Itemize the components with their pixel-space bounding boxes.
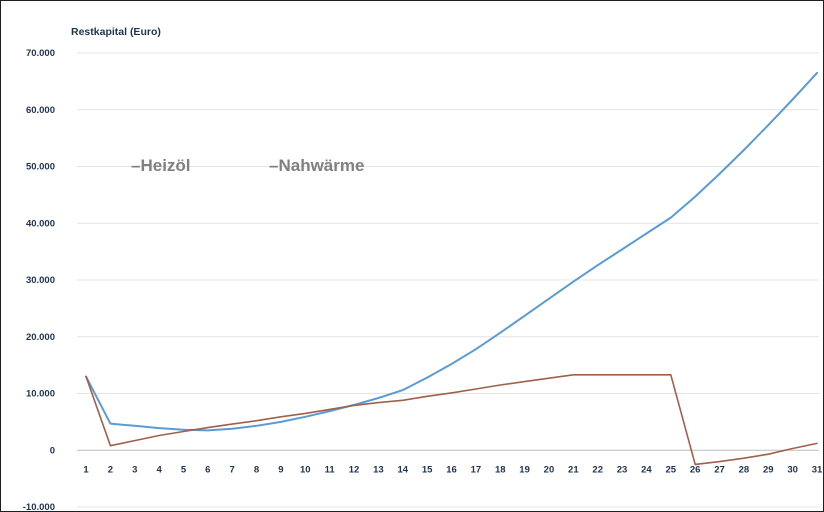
y-tick-label: 50.000 (26, 162, 55, 173)
x-tick-label: 21 (568, 464, 579, 475)
x-tick-label: 19 (519, 464, 530, 475)
series-line-nahwaerme (85, 373, 818, 466)
y-tick-label: 20.000 (26, 332, 55, 343)
y-tick-label: 70.000 (26, 48, 55, 59)
legend: –Heizöl –Nahwärme (131, 156, 364, 175)
x-tick-label: 7 (230, 464, 235, 475)
y-tick-label: 0 (50, 445, 55, 456)
x-tick-label: 23 (617, 464, 628, 475)
x-tick-labels: 1 2 3 4 5 6 7 8 9 10 11 12 13 14 15 16 17 18 19 20 21 22 23 24 2… (83, 464, 823, 475)
legend-entry-nahwaerme: –Nahwärme (269, 156, 364, 175)
x-tick-label: 12 (349, 464, 360, 475)
x-tick-label: 26 (690, 464, 701, 475)
legend-label-nahwaerme: Nahwärme (278, 156, 364, 175)
x-tick-label: 25 (666, 464, 677, 475)
x-tick-label: 10 (300, 464, 311, 475)
x-tick-label: 8 (254, 464, 259, 475)
x-tick-label: 22 (592, 464, 603, 475)
x-tick-label: 28 (739, 464, 750, 475)
x-tick-label: 11 (325, 464, 336, 475)
x-tick-label: 2 (108, 464, 113, 475)
x-tick-label: 27 (714, 464, 725, 475)
gridlines (77, 52, 819, 508)
x-tick-label: 6 (205, 464, 210, 475)
x-tick-label: 3 (132, 464, 137, 475)
x-tick-label: 14 (397, 464, 408, 475)
x-tick-label: 5 (181, 464, 187, 475)
x-tick-label: 1 (83, 464, 89, 475)
y-tick-label: -10.000 (23, 502, 55, 511)
series-line-heizoel (85, 71, 818, 432)
y-tick-labels: -10.000 0 10.000 20.000 30.000 40.000 50.000 60… (23, 48, 55, 511)
x-tick-label: 4 (156, 464, 162, 475)
series-lines (85, 71, 818, 466)
x-tick-label: 9 (278, 464, 283, 475)
y-tick-label: 30.000 (26, 275, 55, 286)
y-tick-label: 40.000 (26, 218, 55, 229)
legend-entry-heizoel: –Heizöl (131, 156, 191, 175)
y-tick-label: 10.000 (26, 389, 55, 400)
legend-label-heizoel: Heizöl (140, 156, 190, 175)
x-tick-label: 24 (641, 464, 652, 475)
x-tick-label: 31 (812, 464, 823, 475)
x-tick-label: 15 (422, 464, 433, 475)
y-tick-label: 60.000 (26, 105, 55, 116)
x-tick-label: 18 (495, 464, 506, 475)
x-tick-label: 16 (446, 464, 457, 475)
x-tick-label: 20 (544, 464, 555, 475)
x-tick-label: 17 (471, 464, 482, 475)
x-tick-label: 29 (763, 464, 774, 475)
y-axis-label: Restkapital (Euro) (71, 26, 161, 38)
x-tick-label: 30 (787, 464, 798, 475)
x-tick-label: 13 (373, 464, 384, 475)
